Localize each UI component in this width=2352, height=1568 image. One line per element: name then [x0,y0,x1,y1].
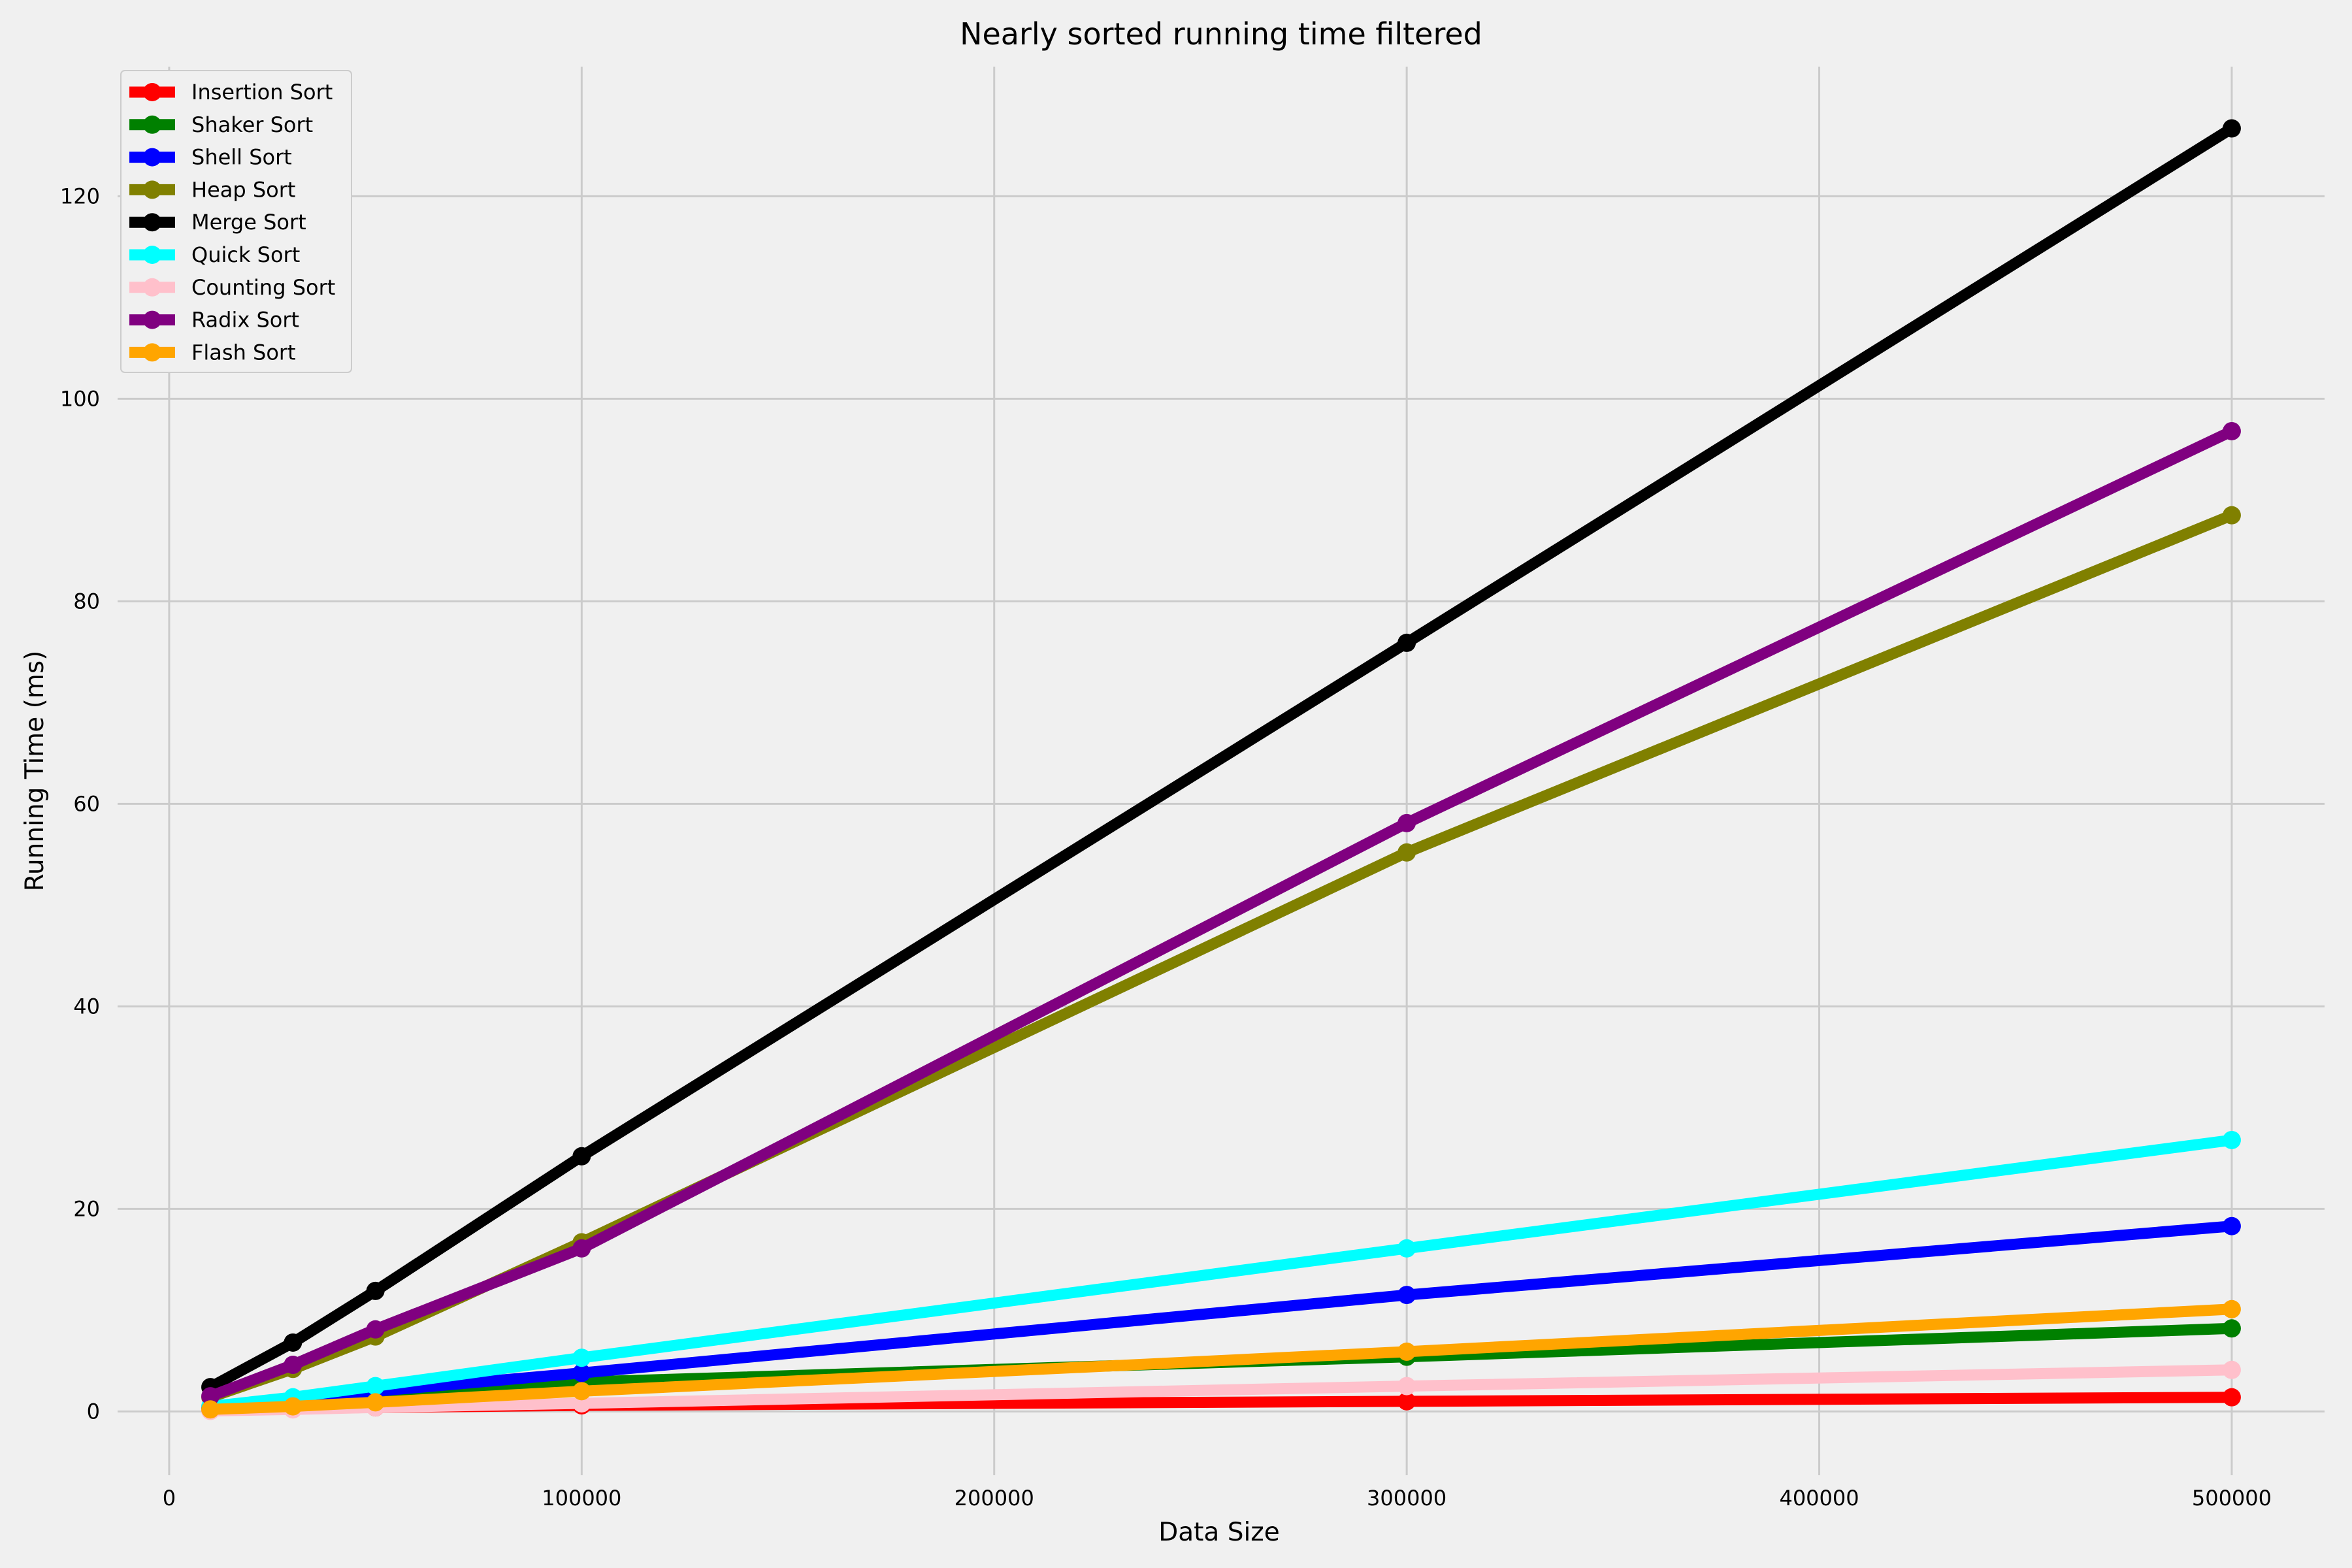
y-tick-label: 100 [60,386,100,411]
legend-label: Shell Sort [191,145,292,170]
legend-label: Insertion Sort [191,80,333,105]
x-tick-label: 500000 [2192,1486,2272,1511]
data-point [2222,1299,2241,1318]
data-point [2222,1360,2241,1379]
data-point [284,1397,302,1416]
data-point [201,1387,220,1406]
grid [118,67,2325,1475]
data-point [1397,843,1416,862]
data-point [2222,1130,2241,1149]
data-point [366,1377,385,1396]
y-tick-label: 120 [60,184,100,208]
legend-marker [143,343,161,362]
data-point [1397,1342,1416,1361]
chart-title: Nearly sorted running time filtered [960,16,1482,52]
x-tick-label: 300000 [1367,1486,1446,1511]
legend-box [120,70,352,373]
legend-item-flash-sort: Flash Sort [129,340,296,365]
legend: Insertion Sort Shaker Sort Shell Sort Heap … [120,70,352,373]
y-tick-label: 40 [73,994,100,1019]
data-point [1397,1286,1416,1305]
legend-label: Radix Sort [191,308,299,333]
data-point [2222,1388,2241,1407]
data-point [366,1393,385,1412]
data-point [1397,1239,1416,1258]
legend-marker [143,83,161,101]
data-point [1397,633,1416,652]
data-point [284,1333,302,1352]
data-point [284,1356,302,1375]
data-point [572,1382,591,1401]
series-flash-sort [201,1299,2241,1419]
data-point [572,1348,591,1367]
data-point [366,1281,385,1300]
legend-label: Flash Sort [191,340,296,365]
y-axis-label: Running Time (ms) [20,651,50,892]
legend-label: Merge Sort [191,210,306,235]
legend-item-counting-sort: Counting Sort [129,275,335,300]
legend-item-merge-sort: Merge Sort [129,210,306,235]
data-point [1397,1377,1416,1396]
legend-item-heap-sort: Heap Sort [129,177,295,202]
y-tick-label: 0 [87,1399,100,1424]
x-tick-label: 100000 [542,1486,621,1511]
legend-item-shell-sort: Shell Sort [129,145,292,170]
data-point [2222,506,2241,525]
series-line-quick-sort [210,1134,2233,1413]
data-point [2222,119,2241,138]
legend-marker [143,213,161,232]
legend-label: Counting Sort [191,275,335,300]
series-line-merge-sort [208,123,2235,1392]
legend-marker [143,246,161,264]
legend-label: Shaker Sort [191,112,313,137]
y-tick-label: 80 [73,589,100,613]
legend-marker [143,148,161,167]
legend-item-shaker-sort: Shaker Sort [129,112,313,137]
y-tick-label: 20 [73,1196,100,1221]
data-point [1397,1392,1416,1411]
x-tick-label: 400000 [1779,1486,1859,1511]
legend-marker [143,115,161,134]
legend-item-radix-sort: Radix Sort [129,308,299,333]
data-point [2222,1217,2241,1235]
x-tick-label: 200000 [955,1486,1034,1511]
data-point [572,1147,591,1166]
x-tick-label: 0 [163,1486,176,1511]
series-radix-sort [201,421,2241,1406]
data-point [572,1239,591,1258]
data-point [572,1364,591,1382]
data-point [1397,813,1416,832]
legend-marker [143,278,161,297]
y-tick-label: 60 [73,791,100,816]
series-layer [201,119,2241,1420]
data-point [2222,421,2241,440]
legend-label: Heap Sort [191,177,295,202]
legend-marker [143,310,161,329]
legend-label: Quick Sort [191,242,300,267]
tick-labels: 0 100000 200000 300000 400000 500000 0 20 40 60 80… [60,184,2272,1511]
legend-item-insertion-sort: Insertion Sort [129,80,333,105]
series-line-flash-sort [210,1303,2232,1415]
series-line-radix-sort [208,426,2234,1402]
data-point [201,1400,220,1419]
legend-marker [143,180,161,199]
data-point [2222,1319,2241,1338]
legend-item-quick-sort: Quick Sort [129,242,300,267]
data-point [366,1320,385,1339]
x-axis-label: Data Size [1158,1518,1280,1547]
